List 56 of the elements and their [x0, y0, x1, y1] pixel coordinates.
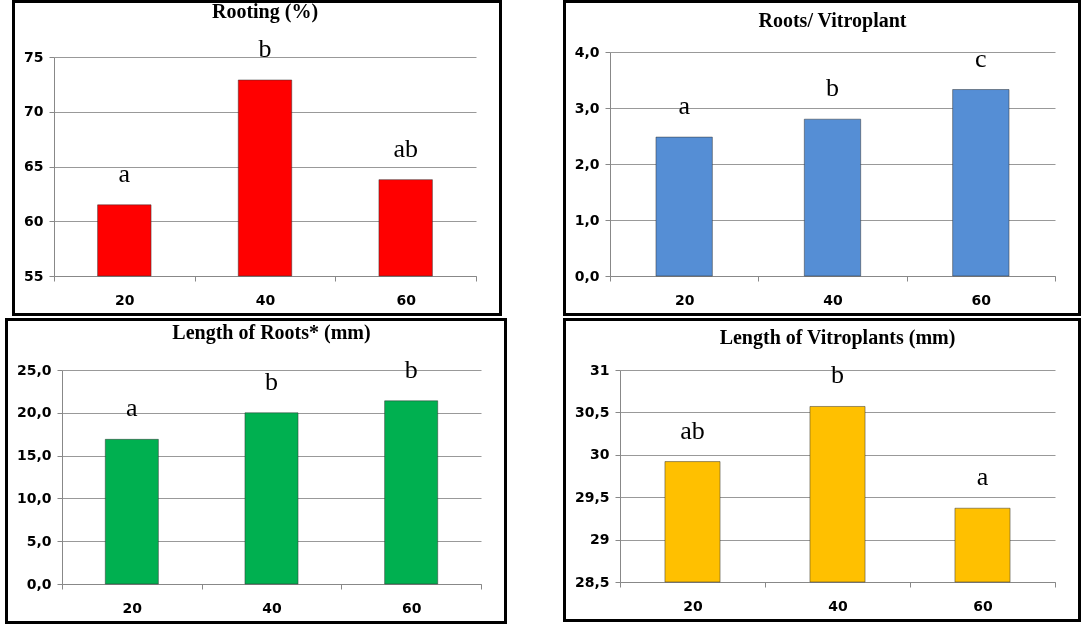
- y-tick-label: 28,5: [574, 573, 610, 590]
- annotation: a: [678, 91, 691, 121]
- annotation: ab: [680, 415, 705, 445]
- x-tick-label: 20: [115, 291, 135, 308]
- x-tick-label: 60: [971, 291, 992, 308]
- y-tick-label: 15,0: [16, 447, 52, 464]
- x-tick-label: 60: [396, 291, 417, 308]
- y-tick-label: 10,0: [16, 489, 52, 506]
- bar: [952, 89, 1010, 277]
- y-tick-label: 75: [24, 48, 44, 65]
- bar: [105, 439, 159, 585]
- bar: [804, 118, 861, 277]
- y-tick-label: 25,0: [16, 361, 52, 378]
- annotation: c: [975, 43, 987, 73]
- y-tick-label: 60: [24, 212, 44, 229]
- chart-title: Rooting (%): [211, 0, 319, 23]
- y-tick-label: 30,5: [574, 403, 610, 420]
- y-tick-label: 31: [590, 361, 610, 378]
- y-tick-label: 0,0: [574, 267, 600, 284]
- annotation: b: [258, 34, 272, 63]
- x-tick-label: 60: [401, 599, 422, 616]
- y-tick-label: 29,5: [574, 488, 610, 505]
- chart-title: Length of Roots* (mm): [172, 320, 371, 344]
- annotation: ab: [393, 133, 418, 163]
- x-tick-label: 20: [122, 599, 143, 616]
- annotation: a: [118, 158, 131, 188]
- y-tick-label: 29: [590, 531, 610, 548]
- chart-title: Roots/ Vitroplant: [758, 9, 907, 32]
- annotation: a: [976, 462, 989, 492]
- x-tick-label: 40: [828, 597, 848, 614]
- chart-title: Length of Vitroplants (mm): [719, 326, 956, 350]
- x-tick-label: 40: [823, 291, 843, 308]
- annotation: b: [826, 73, 839, 103]
- y-tick-label: 5,0: [26, 532, 52, 549]
- x-tick-label: 40: [262, 599, 282, 616]
- annotation: b: [831, 360, 844, 390]
- y-tick-label: 70: [24, 103, 44, 120]
- y-tick-label: 2,0: [574, 155, 600, 172]
- annotation: b: [265, 366, 278, 396]
- bar: [384, 400, 438, 585]
- annotation: a: [126, 393, 139, 423]
- x-tick-label: 60: [973, 597, 993, 614]
- y-tick-label: 4,0: [574, 43, 600, 60]
- x-tick-label: 40: [255, 291, 276, 308]
- y-tick-label: 0,0: [26, 575, 52, 592]
- annotation: b: [404, 354, 418, 384]
- y-tick-label: 1,0: [574, 211, 600, 228]
- y-tick-label: 3,0: [574, 99, 600, 116]
- y-tick-label: 65: [24, 158, 44, 174]
- y-tick-label: 55: [24, 267, 44, 284]
- bar: [244, 412, 299, 585]
- x-tick-label: 20: [683, 597, 703, 614]
- x-tick-label: 20: [674, 291, 695, 308]
- bar: [655, 136, 713, 277]
- y-tick-label: 30: [590, 446, 610, 463]
- y-tick-label: 20,0: [16, 404, 52, 421]
